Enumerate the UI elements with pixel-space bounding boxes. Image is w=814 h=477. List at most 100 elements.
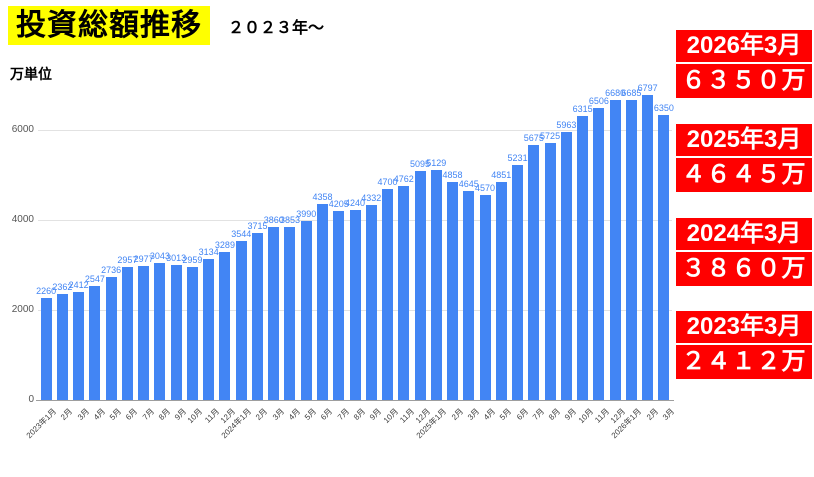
bar xyxy=(544,142,556,400)
y-axis-tick-label: 2000 xyxy=(11,304,34,316)
bar-value-label: 4645 xyxy=(458,179,479,190)
slide: 投資総額推移 ２０２３年～ 万単位 0 2000 4000 6000 2260 2023年… xyxy=(8,0,814,458)
bar xyxy=(528,145,540,400)
bar xyxy=(138,266,150,400)
bar xyxy=(382,188,393,400)
bar-value-label: 5675 xyxy=(523,133,544,144)
badge-period: 2026年3月 xyxy=(676,30,812,62)
bar-value-label: 4570 xyxy=(475,182,496,193)
bar xyxy=(121,267,133,400)
bar-value-label: 2959 xyxy=(182,255,203,266)
bar-value-label: 4851 xyxy=(491,170,512,181)
bar xyxy=(268,226,280,400)
bar-value-label: 2547 xyxy=(84,273,105,284)
bar xyxy=(479,194,491,400)
bar-value-label: 6797 xyxy=(637,82,658,93)
milestone-badge: 2025年3月 ４６４５万 xyxy=(676,124,812,192)
x-axis-line xyxy=(36,400,674,401)
bar xyxy=(447,181,459,400)
bar xyxy=(73,291,85,400)
bar-value-label: 2362 xyxy=(52,281,73,292)
bar-value-label: 6350 xyxy=(653,102,674,113)
bar xyxy=(219,252,231,400)
bar-value-label: 4700 xyxy=(377,176,398,187)
y-axis-tick-label: 6000 xyxy=(11,124,34,136)
bar xyxy=(414,171,426,400)
bar-value-label: 6315 xyxy=(572,104,593,115)
bar xyxy=(463,191,475,400)
bar-value-label: 3043 xyxy=(149,251,170,262)
bar xyxy=(300,220,312,400)
y-axis-tick-label: 0 xyxy=(28,394,34,405)
bar-value-label: 4332 xyxy=(361,193,382,204)
unit-label: 万単位 xyxy=(10,66,52,82)
bar-value-label: 2412 xyxy=(68,279,89,290)
header: 投資総額推移 ２０２３年～ xyxy=(8,6,324,45)
bar xyxy=(495,182,507,400)
bar xyxy=(89,285,101,400)
bar-value-label: 2260 xyxy=(36,286,57,297)
bar xyxy=(203,259,215,400)
milestone-badge: 2024年3月 ３８６０万 xyxy=(676,218,812,286)
bar xyxy=(251,233,263,400)
bar xyxy=(430,169,442,400)
bar-value-label: 5129 xyxy=(426,157,447,168)
badge-amount: ４６４５万 xyxy=(676,158,812,192)
bar-value-label: 5095 xyxy=(410,159,431,170)
bar xyxy=(349,209,361,400)
bar-value-label: 4240 xyxy=(344,197,366,208)
page-title: 投資総額推移 xyxy=(8,6,210,45)
bar xyxy=(560,132,572,400)
bar-value-label: 3853 xyxy=(279,214,300,225)
bar-value-label: 4358 xyxy=(312,192,333,203)
badge-period: 2023年3月 xyxy=(676,311,812,343)
bar-value-label: 5231 xyxy=(507,152,528,163)
milestone-badges: 2026年3月 ６３５０万 2025年3月 ４６４５万 2024年3月 ３８６０… xyxy=(674,0,814,458)
badge-amount: ３８６０万 xyxy=(676,252,812,286)
bar xyxy=(316,204,328,400)
bar xyxy=(333,211,345,400)
milestone-badge: 2026年3月 ６３５０万 xyxy=(676,30,812,98)
bar-value-label: 3544 xyxy=(231,228,252,239)
milestone-badge: 2023年3月 ２４１２万 xyxy=(676,311,812,379)
bar-value-label: 4205 xyxy=(328,199,349,210)
bar xyxy=(154,263,166,400)
bar xyxy=(625,99,637,400)
bar-value-label: 5963 xyxy=(556,120,577,131)
badge-amount: ２４１２万 xyxy=(676,345,812,379)
bar xyxy=(105,277,117,400)
bar xyxy=(512,164,524,400)
bar xyxy=(577,116,589,400)
bar-value-label: 3860 xyxy=(263,214,284,225)
bar xyxy=(398,186,410,400)
bar-value-label: 3013 xyxy=(166,252,187,263)
bar xyxy=(365,205,377,400)
bar xyxy=(609,99,621,400)
bar-chart: 0 2000 4000 6000 2260 2023年1月 2362 2月 2412 3月 2547… xyxy=(11,82,676,440)
subtitle: ２０２３年～ xyxy=(228,19,325,37)
bar xyxy=(284,226,296,400)
bar-value-label: 2957 xyxy=(117,255,138,266)
bar-value-label: 6680 xyxy=(605,87,626,98)
bar xyxy=(658,114,670,400)
bar xyxy=(235,240,247,400)
badge-amount: ６３５０万 xyxy=(676,64,812,98)
bar-value-label: 2736 xyxy=(101,265,122,276)
bar-value-label: 6685 xyxy=(621,87,642,98)
bar xyxy=(642,94,654,400)
badge-period: 2025年3月 xyxy=(676,124,812,156)
bar xyxy=(56,293,68,400)
bar-value-label: 5725 xyxy=(540,130,561,141)
bar xyxy=(593,107,605,400)
bar-value-label: 2977 xyxy=(133,254,154,265)
bar-value-label: 4762 xyxy=(393,174,414,185)
gridline xyxy=(38,130,672,132)
bar-value-label: 3715 xyxy=(247,221,268,232)
bar-value-label: 3134 xyxy=(198,247,219,258)
bar xyxy=(186,267,198,400)
bar-value-label: 4858 xyxy=(442,169,463,180)
bar-value-label: 3990 xyxy=(296,208,317,219)
bar xyxy=(170,264,182,400)
bar xyxy=(40,298,52,400)
y-axis-tick-label: 4000 xyxy=(11,214,34,226)
